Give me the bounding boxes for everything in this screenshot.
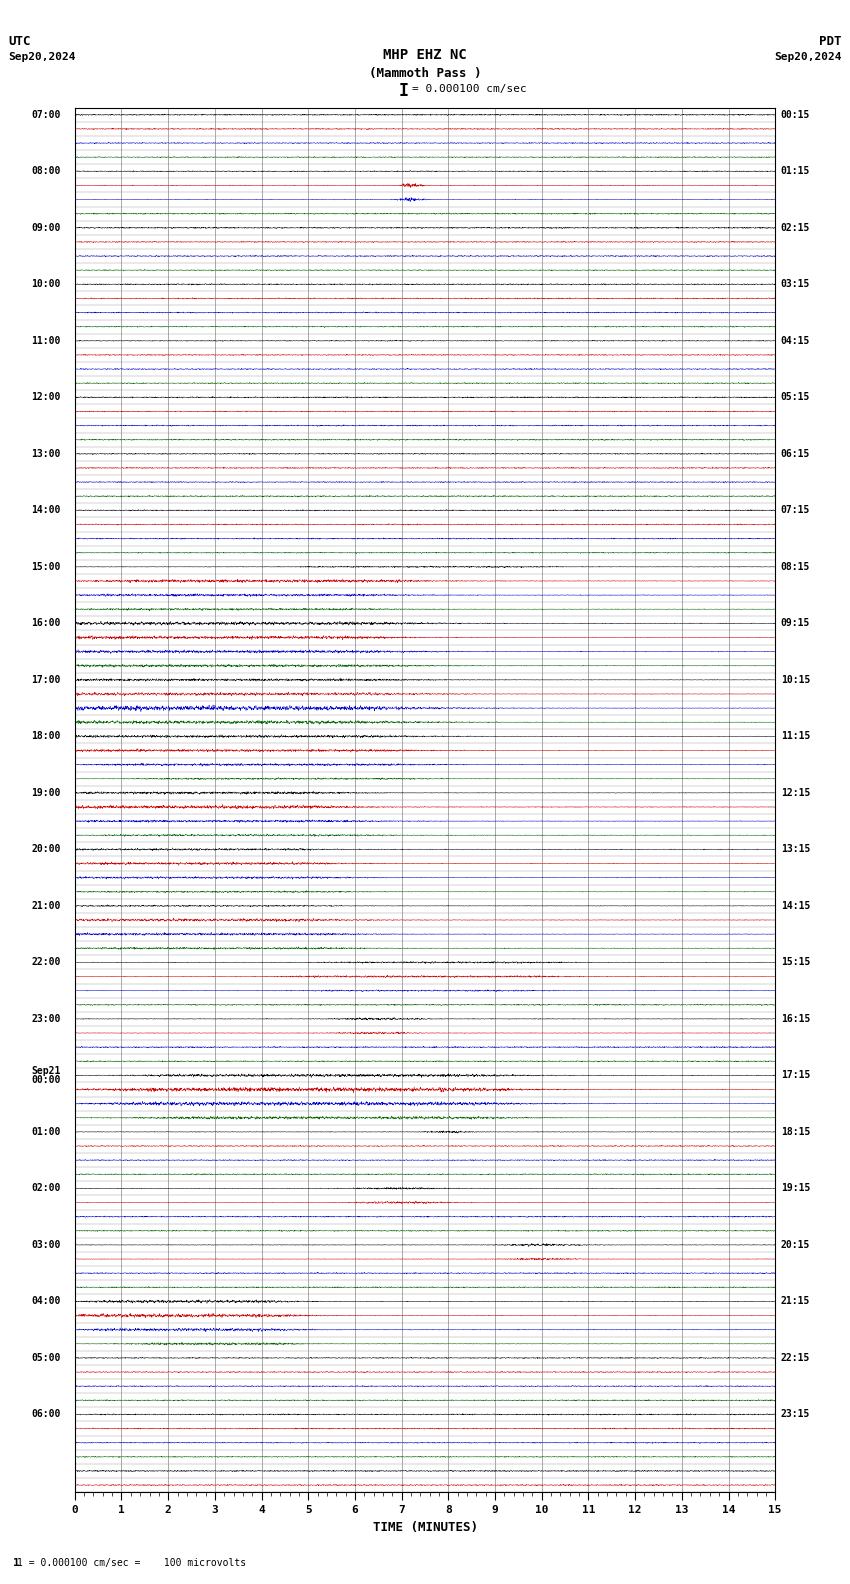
Text: 11:00: 11:00	[31, 336, 61, 345]
Text: 09:00: 09:00	[31, 223, 61, 233]
Text: 03:00: 03:00	[31, 1240, 61, 1250]
Text: 02:00: 02:00	[31, 1183, 61, 1193]
Text: 16:00: 16:00	[31, 618, 61, 629]
Text: 00:15: 00:15	[781, 109, 810, 120]
Text: UTC: UTC	[8, 35, 31, 48]
Text: 20:00: 20:00	[31, 844, 61, 854]
Text: 06:15: 06:15	[781, 448, 810, 459]
Text: 19:15: 19:15	[781, 1183, 810, 1193]
Text: 12:00: 12:00	[31, 393, 61, 402]
Text: 18:00: 18:00	[31, 732, 61, 741]
Text: MHP EHZ NC: MHP EHZ NC	[383, 48, 467, 62]
Text: I: I	[399, 82, 409, 100]
Text: 13:00: 13:00	[31, 448, 61, 459]
Text: 04:00: 04:00	[31, 1296, 61, 1307]
Text: Sep20,2024: Sep20,2024	[8, 52, 76, 62]
Text: 23:00: 23:00	[31, 1014, 61, 1023]
Text: = 0.000100 cm/sec: = 0.000100 cm/sec	[412, 84, 527, 93]
Text: 12:15: 12:15	[781, 787, 810, 798]
Text: 07:15: 07:15	[781, 505, 810, 515]
Text: 21:00: 21:00	[31, 901, 61, 911]
Text: 08:15: 08:15	[781, 562, 810, 572]
Text: 1: 1	[13, 1559, 20, 1568]
Text: 07:00: 07:00	[31, 109, 61, 120]
Text: 15:00: 15:00	[31, 562, 61, 572]
Text: 19:00: 19:00	[31, 787, 61, 798]
Text: 15:15: 15:15	[781, 957, 810, 968]
Text: 22:15: 22:15	[781, 1353, 810, 1362]
Text: 14:15: 14:15	[781, 901, 810, 911]
Text: 02:15: 02:15	[781, 223, 810, 233]
Text: 11:15: 11:15	[781, 732, 810, 741]
Text: PDT: PDT	[819, 35, 842, 48]
Text: 17:00: 17:00	[31, 675, 61, 684]
Text: (Mammoth Pass ): (Mammoth Pass )	[369, 67, 481, 79]
Text: 04:15: 04:15	[781, 336, 810, 345]
Text: 16:15: 16:15	[781, 1014, 810, 1023]
Text: 05:15: 05:15	[781, 393, 810, 402]
Text: 13:15: 13:15	[781, 844, 810, 854]
Text: 14:00: 14:00	[31, 505, 61, 515]
X-axis label: TIME (MINUTES): TIME (MINUTES)	[372, 1521, 478, 1533]
Text: 18:15: 18:15	[781, 1126, 810, 1137]
Text: 22:00: 22:00	[31, 957, 61, 968]
Text: 03:15: 03:15	[781, 279, 810, 290]
Text: 01:00: 01:00	[31, 1126, 61, 1137]
Text: 01:15: 01:15	[781, 166, 810, 176]
Text: 23:15: 23:15	[781, 1410, 810, 1419]
Text: 05:00: 05:00	[31, 1353, 61, 1362]
Text: 20:15: 20:15	[781, 1240, 810, 1250]
Text: 08:00: 08:00	[31, 166, 61, 176]
Text: 17:15: 17:15	[781, 1071, 810, 1080]
Text: 1 = 0.000100 cm/sec =    100 microvolts: 1 = 0.000100 cm/sec = 100 microvolts	[17, 1559, 246, 1568]
Text: Sep21
00:00: Sep21 00:00	[31, 1066, 61, 1085]
Text: 21:15: 21:15	[781, 1296, 810, 1307]
Text: 06:00: 06:00	[31, 1410, 61, 1419]
Text: 10:15: 10:15	[781, 675, 810, 684]
Text: Sep20,2024: Sep20,2024	[774, 52, 842, 62]
Text: 09:15: 09:15	[781, 618, 810, 629]
Text: 10:00: 10:00	[31, 279, 61, 290]
